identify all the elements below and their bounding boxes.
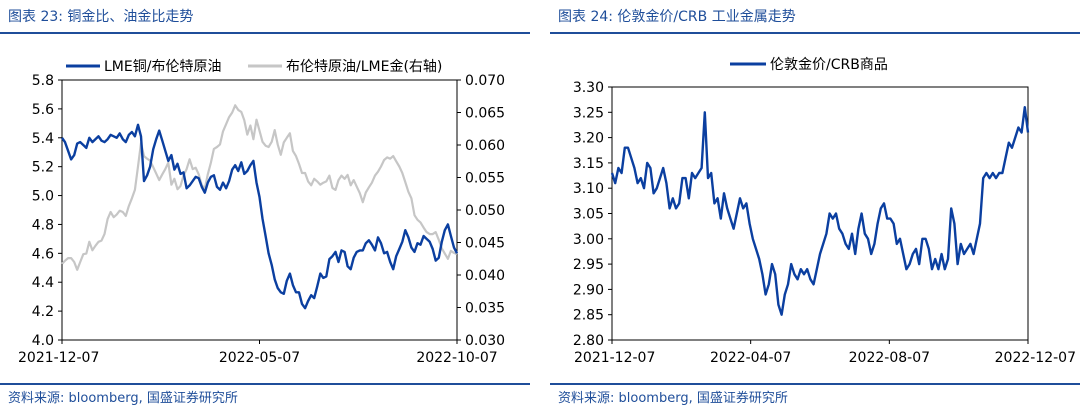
right-title-rule (550, 32, 1080, 34)
left-x-tick-label: 2021-12-07 (18, 350, 99, 366)
right-plot-frame (611, 86, 1029, 341)
right-chart-title: 图表 24: 伦敦金价/CRB 工业金属走势 (558, 9, 796, 25)
right-x-tick-label: 2022-12-07 (995, 350, 1076, 366)
left-y2-tick-label: 0.050 (465, 203, 505, 219)
left-y2-tick-label: 0.040 (465, 268, 505, 284)
oil-gold-ratio-line (61, 104, 458, 271)
left-y2-tick-label: 0.070 (465, 73, 505, 89)
left-y-tick-label: 5.8 (32, 73, 54, 89)
right-chart-panel: 图表 24: 伦敦金价/CRB 工业金属走势 2.80 2.85 2.90 2.95 3… (550, 0, 1080, 414)
right-y-tick-label: 3.20 (573, 131, 604, 147)
right-y-tick-label: 3.25 (573, 105, 604, 121)
left-y-tick-label: 5.4 (32, 131, 54, 147)
legend-label-gold-crb: 伦敦金价/CRB商品 (770, 57, 888, 73)
left-source-rule (0, 383, 530, 385)
legend-label-copper-oil: LME铜/布伦特原油 (104, 59, 221, 75)
left-y-tick-label: 4.0 (32, 333, 54, 349)
right-source-rule (550, 383, 1080, 385)
right-y-tick-label: 2.95 (573, 257, 604, 273)
left-y-tick-label: 5.6 (32, 102, 54, 118)
right-x-tick-label: 2021-12-07 (574, 350, 655, 366)
left-y-tick-label: 4.4 (32, 275, 54, 291)
left-y-tick-label: 5.2 (32, 160, 54, 176)
right-y-tick-label: 3.30 (573, 80, 604, 96)
left-y-tick-label: 4.8 (32, 217, 54, 233)
right-y-tick-label: 2.85 (573, 308, 604, 324)
right-x-tick-label: 2022-08-07 (849, 350, 930, 366)
left-x-tick-label: 2022-05-07 (219, 350, 300, 366)
gold-crb-ratio-line (610, 106, 1030, 316)
left-chart-svg: 4.0 4.2 4.4 4.6 4.8 5.0 5.2 5.4 5.6 5.8 0.030 0.035… (18, 59, 505, 366)
right-chart-source: 资料来源: bloomberg, 国盛证券研究所 (558, 391, 788, 406)
left-chart-source: 资料来源: bloomberg, 国盛证券研究所 (8, 391, 238, 406)
right-y-tick-label: 3.15 (573, 156, 604, 172)
left-y2-tick-label: 0.045 (465, 236, 505, 252)
left-title-rule (0, 32, 530, 34)
left-y-tick-label: 4.2 (32, 304, 54, 320)
left-plot-frame (61, 79, 458, 341)
right-chart-svg: 2.80 2.85 2.90 2.95 3.00 3.05 3.10 3.15 3.20 3.25… (573, 57, 1076, 366)
right-y-tick-label: 3.00 (573, 232, 604, 248)
right-y-tick-label: 3.10 (573, 181, 604, 197)
left-x-tick-label: 2022-10-07 (416, 350, 497, 366)
legend-label-oil-gold: 布伦特原油/LME金(右轴) (286, 59, 442, 75)
copper-oil-ratio-line (61, 123, 459, 310)
left-y2-tick-label: 0.065 (465, 106, 505, 122)
left-chart-title: 图表 23: 铜金比、油金比走势 (8, 9, 194, 25)
left-chart-panel: 图表 23: 铜金比、油金比走势 4.0 4.2 4.4 4.6 4.8 5.0 5.2 5.… (0, 0, 530, 414)
left-y-tick-label: 4.6 (32, 246, 54, 262)
left-y2-tick-label: 0.055 (465, 171, 505, 187)
right-y-tick-label: 2.90 (573, 282, 604, 298)
left-y2-tick-label: 0.030 (465, 333, 505, 349)
right-x-tick-label: 2022-04-07 (710, 350, 791, 366)
right-y-tick-label: 2.80 (573, 333, 604, 349)
left-y-tick-label: 5.0 (32, 189, 54, 205)
left-y2-tick-label: 0.035 (465, 301, 505, 317)
left-y2-tick-label: 0.060 (465, 138, 505, 154)
right-y-tick-label: 3.05 (573, 207, 604, 223)
